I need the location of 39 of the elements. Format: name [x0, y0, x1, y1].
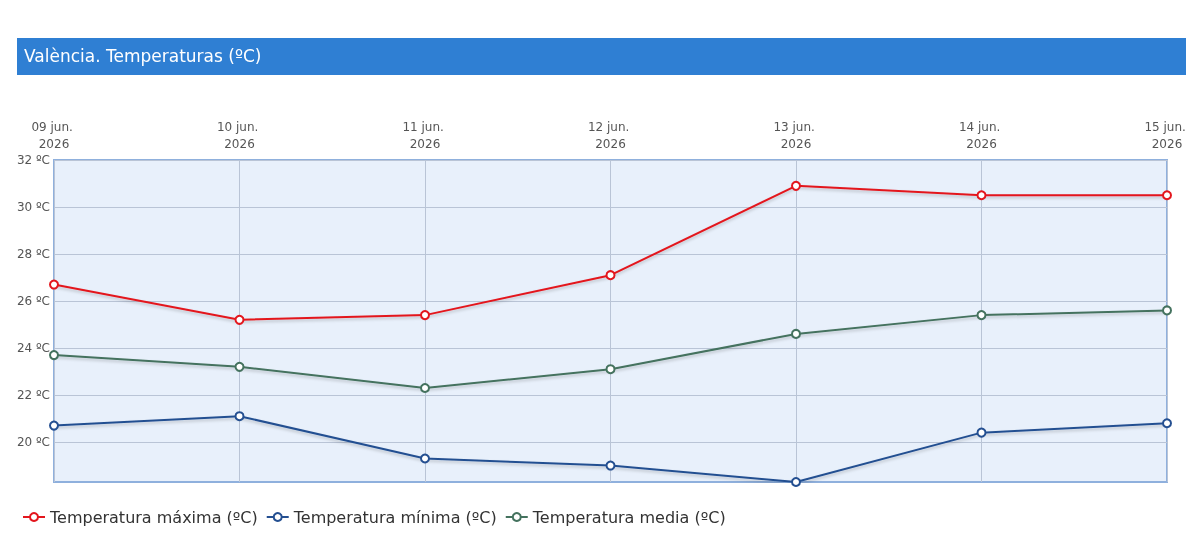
x-tick-label: 12 jun. 2026 [587, 119, 634, 151]
x-tick-label: 13 jun. 2026 [773, 119, 819, 151]
point [234, 411, 245, 422]
y-tick-label: 28 ºC [16, 247, 50, 262]
legend-label: Temperatura mínima (ºC) [292, 507, 497, 527]
y-tick-label: 20 ºC [16, 435, 50, 450]
point [420, 382, 430, 393]
legend-label: Temperatura máxima (ºC) [49, 507, 258, 527]
x-tick-label: 14 jun. 2026 [958, 119, 1005, 151]
y-tick-label: 26 ºC [16, 294, 50, 309]
point [976, 190, 987, 201]
x-tick-label: 11 jun. 2026 [402, 119, 448, 151]
point [420, 310, 430, 321]
point [49, 350, 59, 361]
point [49, 279, 59, 290]
y-tick-label: 24 ºC [16, 341, 50, 356]
point [605, 270, 616, 281]
legend-label: Temperatura media (ºC) [531, 507, 726, 527]
y-tick-label: 22 ºC [16, 388, 50, 403]
point [976, 427, 987, 438]
y-tick-label: 32 ºC [16, 153, 50, 167]
point [1162, 190, 1172, 201]
y-tick-label: 30 ºC [16, 200, 50, 215]
point [1162, 418, 1172, 429]
point [605, 460, 616, 471]
point [420, 453, 430, 464]
x-tick-label: 09 jun. 2026 [31, 119, 77, 151]
chart-title: València. Temperaturas (ºC) [17, 38, 1186, 75]
point [976, 310, 987, 321]
point [605, 364, 616, 375]
point [791, 477, 801, 487]
point [1162, 305, 1172, 316]
point [234, 314, 245, 325]
point [49, 420, 59, 431]
x-tick-label: 15 jun. 2026 [1144, 119, 1190, 151]
point [234, 361, 245, 372]
point [791, 180, 801, 191]
point [791, 328, 801, 339]
x-tick-label: 10 jun. 2026 [216, 119, 263, 151]
